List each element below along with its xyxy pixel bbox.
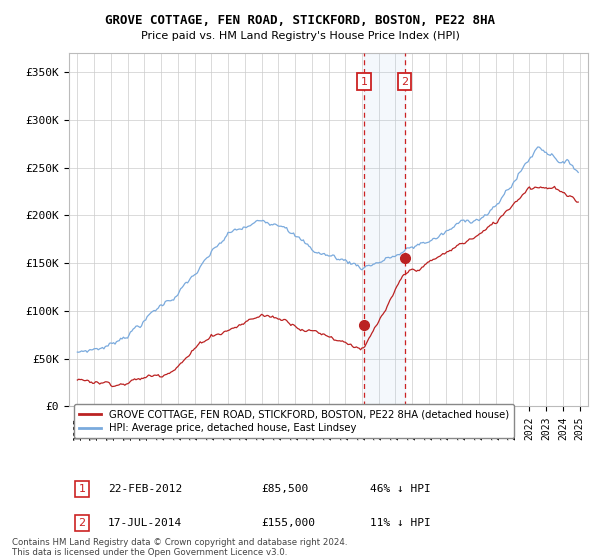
Text: £85,500: £85,500 — [261, 484, 308, 494]
Text: 17-JUL-2014: 17-JUL-2014 — [108, 518, 182, 528]
Text: 2: 2 — [79, 518, 86, 528]
Text: Price paid vs. HM Land Registry's House Price Index (HPI): Price paid vs. HM Land Registry's House … — [140, 31, 460, 41]
Text: 1: 1 — [361, 77, 367, 87]
Text: Contains HM Land Registry data © Crown copyright and database right 2024.
This d: Contains HM Land Registry data © Crown c… — [12, 538, 347, 557]
Text: £155,000: £155,000 — [261, 518, 315, 528]
Bar — [364, 53, 404, 407]
Text: 46% ↓ HPI: 46% ↓ HPI — [370, 484, 431, 494]
Text: 1: 1 — [79, 484, 85, 494]
Text: GROVE COTTAGE, FEN ROAD, STICKFORD, BOSTON, PE22 8HA: GROVE COTTAGE, FEN ROAD, STICKFORD, BOST… — [105, 14, 495, 27]
Text: 22-FEB-2012: 22-FEB-2012 — [108, 484, 182, 494]
Legend: GROVE COTTAGE, FEN ROAD, STICKFORD, BOSTON, PE22 8HA (detached house), HPI: Aver: GROVE COTTAGE, FEN ROAD, STICKFORD, BOST… — [74, 404, 514, 438]
Text: 11% ↓ HPI: 11% ↓ HPI — [370, 518, 431, 528]
Text: 2: 2 — [401, 77, 408, 87]
